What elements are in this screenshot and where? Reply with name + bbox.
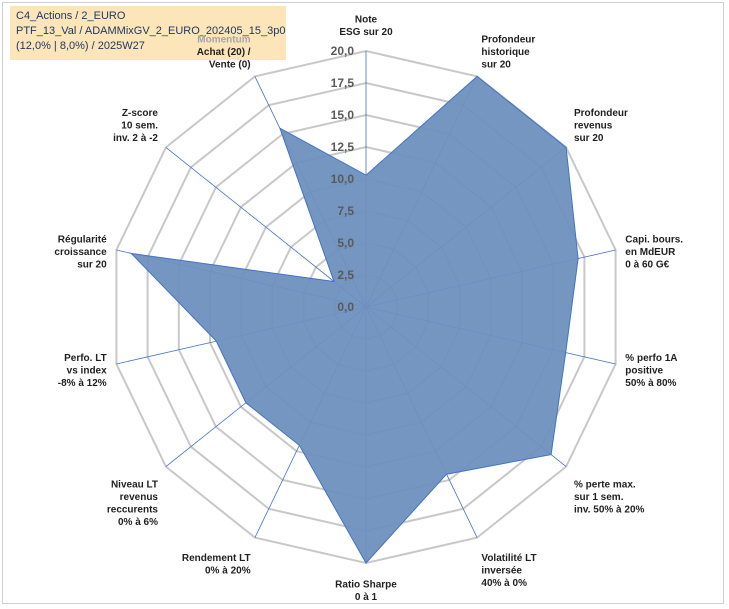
category-label: Momentum	[197, 34, 250, 45]
category-label: 0 à 1	[355, 592, 378, 603]
category-label: % perte max.	[574, 479, 636, 490]
title-line-1: C4_Actions / 2_EURO	[16, 10, 126, 22]
category-label: sur 20	[574, 133, 604, 144]
category-label: Vente (0)	[209, 59, 251, 70]
category-label: inversée	[481, 566, 522, 577]
radial-tick-label: 10,0	[331, 172, 355, 186]
radial-tick-label: 17,5	[331, 76, 355, 90]
chart-title-box: C4_Actions / 2_EURO PTF_13_Val / ADAMMix…	[10, 6, 286, 60]
category-label: % perfo 1A	[625, 353, 677, 364]
radial-tick-label: 15,0	[331, 108, 355, 122]
category-label: Z-score	[122, 108, 159, 119]
category-label: Niveau LT	[111, 479, 158, 490]
radar-spoke	[165, 147, 367, 308]
category-label: en MdEUR	[625, 247, 676, 258]
category-label: Capi. bours.	[625, 235, 683, 246]
radial-tick-label: 5,0	[337, 236, 354, 250]
category-label: Profondeur	[481, 34, 535, 45]
category-label: revenus	[574, 121, 613, 132]
category-label: Profondeur	[574, 108, 628, 119]
category-label: Rendement LT	[182, 553, 251, 564]
category-label: 50% à 80%	[625, 378, 676, 389]
radial-tick-label: 20,0	[331, 44, 355, 58]
category-label: 0 à 60 G€	[625, 260, 669, 271]
category-label: sur 1 sem.	[574, 492, 624, 503]
title-line-3: (12,0% | 8,0%) / 2025W27	[16, 40, 145, 52]
category-label: 0% à 20%	[205, 566, 251, 577]
category-label: vs index	[67, 365, 107, 376]
radial-axis-ticks: 0,0 2,5 5,0 7,5 10,0 12,5 15,0 17,5 20,0	[331, 44, 355, 314]
category-label: revenus	[120, 492, 159, 503]
category-label: 10 sem.	[121, 121, 158, 132]
radar-series	[130, 75, 579, 564]
category-label: inv. 2 à -2	[113, 133, 158, 144]
category-label: sur 20	[77, 260, 107, 271]
category-label: Volatilité LT	[481, 553, 536, 564]
category-label: positive	[625, 365, 663, 376]
radial-tick-label: 2,5	[337, 268, 354, 282]
radial-tick-label: 0,0	[337, 300, 354, 314]
category-label: inv. 50% à 20%	[574, 504, 645, 515]
category-label: -8% à 12%	[58, 378, 107, 389]
category-label: croissance	[54, 247, 107, 258]
radial-tick-label: 7,5	[337, 204, 354, 218]
category-label: Perfo. LT	[64, 353, 107, 364]
radial-tick-label: 12,5	[331, 140, 355, 154]
category-label: ESG sur 20	[339, 27, 393, 38]
title-line-2: PTF_13_Val / ADAMMixGV_2_EURO_202405_15_…	[16, 25, 286, 37]
category-label: 40% à 0%	[481, 578, 527, 589]
category-label: sur 20	[481, 59, 511, 70]
category-label: reccurents	[107, 504, 159, 515]
category-label: Note	[355, 15, 378, 26]
category-label: historique	[481, 47, 530, 58]
chart-frame	[2, 2, 724, 604]
category-label: Achat (20) /	[197, 47, 251, 58]
category-label: 0% à 6%	[118, 517, 158, 528]
category-label: Ratio Sharpe	[335, 580, 397, 591]
category-label: Régularité	[58, 235, 107, 246]
